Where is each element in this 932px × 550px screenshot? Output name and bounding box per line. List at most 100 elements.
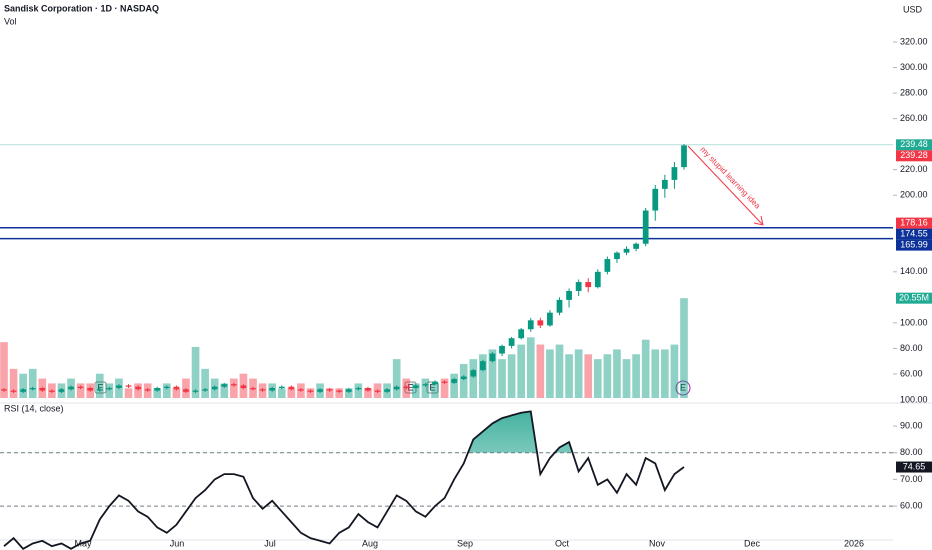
candle-body bbox=[192, 390, 199, 392]
volume-bar bbox=[603, 354, 612, 398]
candle-body bbox=[278, 386, 285, 388]
candle-body bbox=[154, 387, 161, 391]
candle-body bbox=[614, 252, 620, 260]
volume-bar bbox=[412, 383, 420, 398]
volume-bar bbox=[546, 349, 554, 398]
volume-tag-label: 20.55M bbox=[899, 293, 929, 303]
candle-body bbox=[183, 389, 189, 392]
y-tick-label: 320.00 bbox=[900, 36, 928, 46]
candle-body bbox=[49, 390, 55, 392]
price-tag-label: 178.16 bbox=[900, 217, 928, 227]
candle-body bbox=[460, 376, 467, 380]
arrow-head bbox=[753, 215, 764, 226]
candle-body bbox=[1, 389, 7, 391]
rsi-tick-label: 80.00 bbox=[900, 447, 923, 457]
volume-bar bbox=[172, 388, 181, 398]
y-tick-label: 300.00 bbox=[900, 62, 928, 72]
candle-body bbox=[345, 389, 352, 392]
volume-bar bbox=[19, 373, 27, 398]
volume-bar bbox=[421, 378, 430, 398]
candle-body bbox=[642, 210, 649, 244]
price-tag bbox=[896, 228, 932, 240]
rsi-top-label: 100.00 bbox=[900, 394, 928, 404]
candle-body bbox=[671, 167, 678, 180]
annotation-text: my stupid learning idea bbox=[698, 145, 762, 211]
candle-body bbox=[317, 389, 323, 392]
y-tick-label: 260.00 bbox=[900, 113, 928, 123]
price-tag-label: 165.99 bbox=[900, 239, 928, 249]
volume-bar bbox=[124, 388, 133, 398]
candle-body bbox=[594, 271, 601, 288]
volume-bar bbox=[488, 349, 497, 398]
volume-bar bbox=[507, 354, 516, 398]
rsi-tag bbox=[896, 461, 932, 473]
volume-bar bbox=[517, 344, 526, 398]
volume-bar bbox=[555, 344, 564, 398]
volume-bar bbox=[364, 388, 372, 398]
volume-bar bbox=[335, 388, 344, 398]
candle-body bbox=[527, 320, 534, 330]
price-tag-label: 239.48 bbox=[900, 139, 928, 149]
candle-body bbox=[288, 386, 295, 390]
candle-body bbox=[585, 282, 592, 288]
volume-label: Vol bbox=[4, 16, 17, 26]
candle-body bbox=[240, 385, 247, 388]
volume-bar bbox=[28, 368, 37, 398]
volume-bar bbox=[162, 383, 171, 398]
price-tag bbox=[896, 217, 932, 229]
candle-body bbox=[384, 389, 390, 392]
volume-bar bbox=[105, 383, 114, 398]
earnings-text: E bbox=[407, 382, 413, 392]
candle-body bbox=[326, 389, 333, 391]
candle-body bbox=[470, 370, 477, 377]
candle-body bbox=[250, 387, 256, 390]
volume-bar bbox=[469, 359, 478, 398]
volume-bar bbox=[95, 373, 104, 398]
price-tag bbox=[896, 139, 932, 151]
volume-bar bbox=[431, 383, 439, 398]
candle-body bbox=[298, 389, 304, 391]
earnings-text: E bbox=[97, 382, 103, 392]
candle-body bbox=[661, 179, 668, 189]
candle-body bbox=[39, 387, 46, 391]
candle-body bbox=[125, 385, 132, 387]
candle-body bbox=[58, 389, 65, 392]
volume-bar bbox=[459, 364, 468, 398]
earnings-text: E bbox=[680, 382, 686, 392]
candle-body bbox=[412, 385, 419, 388]
candle-body bbox=[106, 387, 113, 390]
candle-body bbox=[87, 387, 94, 391]
candle-body bbox=[211, 386, 218, 390]
candle-body bbox=[259, 389, 266, 391]
candle-body bbox=[575, 282, 582, 291]
candle-body bbox=[537, 320, 544, 326]
price-tag bbox=[896, 239, 932, 251]
volume-bar bbox=[641, 339, 650, 398]
volume-bar bbox=[680, 298, 688, 398]
rsi-tick-label: 70.00 bbox=[900, 474, 923, 484]
candle-body bbox=[336, 390, 343, 392]
candle-body bbox=[29, 387, 36, 390]
volume-bar bbox=[584, 354, 593, 398]
x-tick-label: Sep bbox=[457, 538, 473, 548]
candle-body bbox=[77, 386, 84, 388]
candle-body bbox=[604, 259, 611, 272]
x-tick-label: 2026 bbox=[844, 538, 864, 548]
overbought-fill bbox=[467, 411, 573, 453]
volume-bar bbox=[287, 388, 296, 398]
x-tick-label: Jun bbox=[170, 538, 185, 548]
volume-bar bbox=[153, 388, 162, 398]
candle-body bbox=[518, 329, 525, 339]
candle-body bbox=[489, 353, 496, 362]
volume-tag bbox=[896, 292, 932, 304]
candle-body bbox=[623, 248, 630, 253]
candle-body bbox=[355, 387, 362, 390]
volume-bar bbox=[651, 349, 660, 398]
candle-body bbox=[547, 312, 553, 326]
price-tag-label: 239.28 bbox=[900, 150, 928, 160]
candle-body bbox=[556, 299, 563, 313]
volume-bar bbox=[670, 344, 679, 398]
candle-body bbox=[10, 390, 17, 392]
candle-body bbox=[163, 386, 170, 388]
y-tick-label: 60.00 bbox=[900, 368, 923, 378]
